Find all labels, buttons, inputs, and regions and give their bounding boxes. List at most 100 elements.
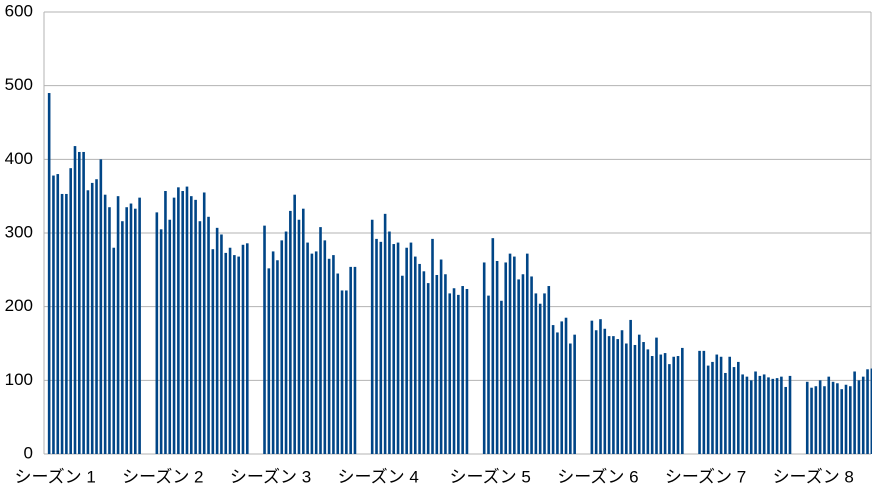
bar	[508, 253, 512, 454]
bar	[629, 319, 632, 454]
bar	[818, 380, 822, 454]
y-tick-label: 300	[5, 222, 33, 241]
bar	[590, 320, 594, 454]
bar	[637, 334, 641, 454]
bar	[814, 386, 818, 454]
y-tick-label: 200	[5, 296, 33, 315]
bar	[836, 383, 839, 454]
bar	[599, 319, 602, 454]
bar	[465, 288, 469, 454]
y-tick-label: 100	[5, 370, 33, 389]
bar	[435, 274, 439, 454]
bar	[202, 192, 206, 454]
bar	[276, 260, 279, 454]
bar	[482, 262, 486, 454]
bar	[625, 343, 628, 454]
bar	[805, 381, 809, 454]
bar	[78, 151, 81, 454]
bar	[762, 374, 766, 454]
bar	[194, 199, 197, 454]
bar	[616, 339, 620, 454]
x-tick-label: シーズン 6	[557, 467, 638, 486]
bar	[345, 290, 348, 454]
bar	[271, 251, 275, 454]
bar	[47, 93, 51, 455]
bar	[73, 146, 77, 454]
bar	[551, 325, 555, 454]
bar	[612, 336, 615, 454]
bar	[788, 375, 792, 454]
bar	[698, 350, 701, 454]
bar	[495, 260, 499, 454]
bar	[831, 381, 835, 454]
x-tick-label: シーズン 2	[122, 467, 203, 486]
bar	[319, 227, 322, 454]
bar	[603, 328, 607, 454]
bar	[301, 208, 305, 454]
bar	[564, 317, 568, 454]
bar	[177, 187, 180, 454]
bar	[379, 241, 383, 454]
bar	[121, 221, 124, 454]
bar	[185, 186, 189, 454]
bar	[521, 274, 525, 454]
bar	[349, 266, 352, 454]
bar	[396, 242, 400, 454]
bar	[99, 159, 103, 455]
bar	[487, 295, 490, 454]
bar	[405, 247, 408, 454]
bar	[672, 356, 676, 454]
bar	[90, 182, 94, 454]
bar	[534, 293, 538, 454]
bar	[439, 259, 443, 454]
bar	[530, 276, 533, 454]
bar	[517, 279, 520, 454]
bar	[448, 293, 452, 454]
bar	[633, 344, 637, 454]
bar	[388, 231, 391, 454]
bar	[719, 356, 723, 454]
y-tick-label: 0	[24, 443, 33, 462]
bar	[289, 210, 292, 454]
bar	[426, 283, 430, 454]
bar	[840, 389, 843, 454]
bar	[457, 294, 460, 454]
bar	[784, 386, 788, 454]
bar	[655, 337, 658, 454]
bar	[491, 238, 495, 454]
bar	[444, 274, 447, 454]
bar	[284, 231, 288, 454]
bar	[168, 219, 172, 454]
bar	[668, 364, 671, 454]
bar	[267, 268, 271, 454]
bar	[370, 219, 374, 454]
bar	[422, 271, 426, 454]
x-tick-label: シーズン 5	[450, 467, 531, 486]
bar	[155, 212, 159, 454]
bar	[220, 234, 223, 454]
bar	[293, 194, 296, 454]
bar	[844, 384, 848, 454]
bar	[702, 350, 706, 454]
bar	[409, 242, 413, 454]
bar	[306, 242, 309, 454]
bar	[711, 361, 714, 454]
bar	[241, 244, 245, 454]
bar	[211, 249, 215, 454]
bar	[82, 151, 85, 454]
x-tick-label: シーズン 1	[14, 467, 95, 486]
bar	[383, 213, 387, 454]
bar	[569, 343, 572, 454]
y-tick-label: 500	[5, 75, 33, 94]
bar	[413, 256, 417, 454]
bar	[375, 238, 378, 454]
bar	[857, 380, 861, 454]
bar	[116, 196, 120, 454]
bar	[754, 371, 757, 454]
bar	[849, 386, 852, 454]
bar	[767, 377, 770, 454]
bar	[737, 361, 740, 454]
bar	[86, 190, 90, 455]
